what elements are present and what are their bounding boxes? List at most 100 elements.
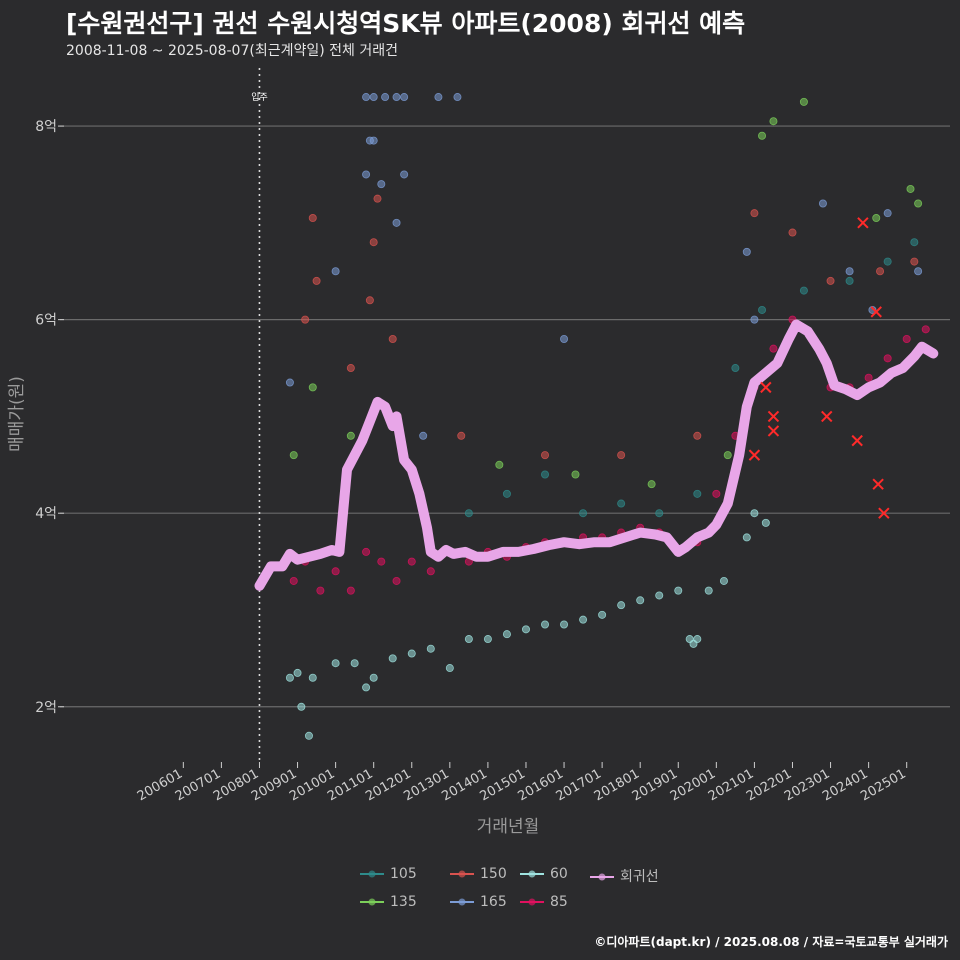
legend-swatch	[360, 898, 384, 906]
data-point-60	[293, 668, 302, 677]
data-point-105	[693, 489, 702, 498]
data-point-165	[742, 247, 751, 256]
data-point-105	[617, 499, 626, 508]
data-points	[285, 93, 930, 740]
cancelled-marker	[767, 425, 780, 437]
data-point-165	[434, 93, 443, 102]
data-point-60	[308, 673, 317, 682]
data-point-60	[521, 625, 530, 634]
data-point-150	[910, 257, 919, 266]
data-point-85	[769, 344, 778, 353]
data-point-60	[285, 673, 294, 682]
cancel-cross-b	[767, 425, 780, 437]
data-point-60	[541, 620, 550, 629]
y-axis-title: 매매가(원)	[7, 376, 27, 452]
data-point-150	[373, 194, 382, 203]
legend-label: 135	[390, 894, 417, 910]
data-point-150	[346, 364, 355, 373]
legend-swatch-dot	[528, 870, 536, 878]
cancelled-marker	[878, 507, 890, 519]
legend-swatch	[590, 873, 614, 881]
data-point-85	[712, 489, 721, 498]
credit-text: ©디아파트(dapt.kr) / 2025.08.08 / 자료=국토교통부 실…	[594, 935, 948, 949]
data-point-105	[758, 305, 767, 314]
data-point-60	[719, 576, 728, 585]
data-point-60	[693, 635, 702, 644]
data-point-60	[445, 664, 454, 673]
legend-swatch-dot	[598, 873, 606, 881]
data-point-150	[301, 315, 310, 324]
legend-swatch-dot	[528, 898, 536, 906]
cancelled-marker	[760, 381, 772, 394]
cancel-cross-b	[767, 410, 780, 423]
data-point-105	[731, 364, 740, 373]
data-point-60	[617, 601, 626, 610]
data-point-165	[381, 93, 390, 102]
cancel-cross-b	[857, 217, 869, 229]
data-point-165	[285, 378, 294, 387]
grid-lines	[60, 125, 950, 708]
cancel-cross-b	[878, 507, 890, 519]
data-point-105	[464, 509, 473, 518]
data-point-60	[761, 518, 770, 527]
legend-swatch-dot	[458, 898, 466, 906]
data-point-150	[826, 276, 835, 285]
data-point-60	[464, 635, 473, 644]
data-point-150	[788, 228, 797, 237]
data-point-150	[365, 296, 374, 305]
legend-item: 60	[520, 866, 568, 882]
legend-swatch-dot	[368, 870, 376, 878]
cancel-cross-b	[748, 449, 761, 461]
data-point-60	[750, 509, 759, 518]
data-point-85	[407, 557, 416, 566]
data-point-135	[289, 451, 298, 460]
legend-label: 85	[550, 894, 568, 910]
data-point-85	[864, 373, 873, 382]
legend-label: 60	[550, 866, 568, 882]
data-point-60	[560, 620, 569, 629]
move-in-marker: 입주	[251, 68, 268, 760]
data-point-85	[377, 557, 386, 566]
data-point-135	[308, 383, 317, 392]
cancelled-marker	[857, 217, 869, 229]
legend-label: 150	[480, 866, 507, 882]
chart-subtitle: 2008-11-08 ~ 2025-08-07(최근계약일) 전체 거래건	[66, 43, 398, 59]
data-point-85	[921, 325, 930, 334]
cancelled-marker	[851, 434, 863, 447]
chart-title: [수원권선구] 권선 수원시청역SK뷰 아파트(2008) 회귀선 예측	[66, 9, 746, 38]
cancelled-marker	[767, 410, 780, 423]
legend-swatch	[450, 870, 474, 878]
cancel-cross-b	[872, 478, 884, 490]
legend-swatch-dot	[458, 870, 466, 878]
cancel-cross-b	[821, 410, 833, 423]
data-point-85	[902, 334, 911, 343]
data-point-135	[914, 199, 923, 208]
data-point-165	[750, 315, 759, 324]
data-point-165	[419, 431, 428, 440]
data-point-85	[289, 576, 298, 585]
legend-label: 165	[480, 894, 507, 910]
data-point-165	[362, 170, 371, 179]
legend-item: 105	[360, 866, 417, 882]
data-point-60	[304, 731, 313, 740]
data-point-135	[758, 131, 767, 140]
data-point-105	[655, 509, 664, 518]
data-point-60	[502, 630, 511, 639]
data-point-150	[308, 214, 317, 223]
legend-item: 135	[360, 894, 417, 910]
data-point-85	[426, 567, 435, 576]
data-point-165	[392, 218, 401, 227]
y-tick-label: 4억	[35, 506, 57, 522]
data-point-135	[495, 460, 504, 469]
data-point-60	[742, 533, 751, 542]
data-point-60	[483, 635, 492, 644]
legend-swatch	[360, 870, 384, 878]
data-point-60	[426, 644, 435, 653]
cancelled-marker	[872, 478, 884, 490]
data-point-165	[400, 170, 409, 179]
data-point-150	[876, 267, 885, 276]
data-point-150	[312, 276, 321, 285]
data-point-60	[362, 683, 371, 692]
legend-swatch-dot	[368, 898, 376, 906]
